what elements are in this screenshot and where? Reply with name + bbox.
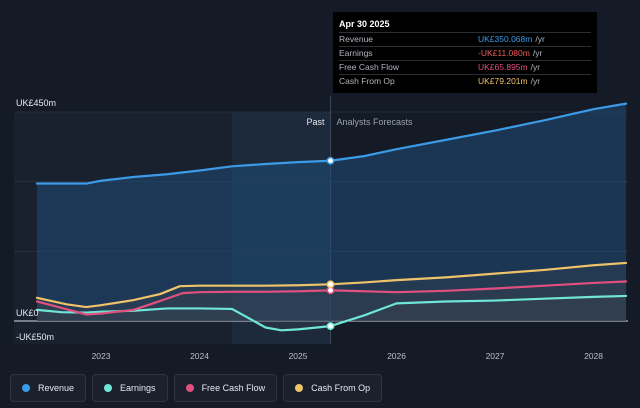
series-line-revenue (35, 102, 628, 185)
series-line-earnings (35, 294, 628, 332)
revenue-area (37, 103, 627, 321)
series-area-free-cash-flow (37, 281, 627, 321)
x-tick-label: 2023 (92, 351, 111, 361)
series-line-cash-from-op (35, 261, 628, 309)
y-axis-label-bottom: -UK£50m (16, 332, 54, 342)
legend-dot-icon (104, 384, 113, 392)
tooltip-row-earnings: Earnings -UK£11.080m /yr (339, 46, 591, 60)
marker-cash-from-op (326, 280, 335, 289)
series-area-earnings (37, 295, 627, 331)
legend-label: Revenue (38, 383, 75, 393)
tooltip-label: Revenue (339, 34, 374, 44)
tooltip-value: -UK£11.080m (478, 48, 530, 58)
tooltip-unit: /yr (535, 34, 545, 44)
legend-item-cash-from-op[interactable]: Cash From Op (283, 374, 383, 402)
x-tick-label: 2024 (190, 351, 209, 361)
x-tick-label: 2025 (289, 351, 308, 361)
tooltip-unit: /yr (532, 48, 543, 58)
tooltip-label: Cash From Op (339, 76, 395, 86)
x-tick-label: 2028 (584, 351, 603, 361)
tooltip-date: Apr 30 2025 (339, 19, 390, 29)
y-axis-label-top: UK£450m (16, 98, 56, 108)
legend-item-free-cash-flow[interactable]: Free Cash Flow (173, 374, 278, 402)
series-line-free-cash-flow (35, 280, 628, 316)
past-label: Past (307, 117, 326, 127)
tooltip-row-free-cash-flow: Free Cash Flow UK£65.895m /yr (339, 60, 591, 74)
tooltip: Apr 30 2025 Revenue UK£350.068m /yr Earn… (333, 12, 597, 93)
tooltip-row-revenue: Revenue UK£350.068m /yr (339, 32, 591, 46)
marker-revenue (326, 156, 335, 165)
x-tick-label: 2026 (387, 351, 406, 361)
tooltip-value: UK£350.068m (478, 34, 533, 44)
forecast-label: Analysts Forecasts (337, 117, 414, 127)
marker-earnings (326, 322, 335, 331)
tooltip-unit: /yr (530, 62, 541, 72)
x-tick-label: 2027 (486, 351, 505, 361)
legend-dot-icon (22, 384, 30, 392)
legend-label: Cash From Op (311, 383, 371, 393)
legend-dot-icon (185, 384, 194, 392)
tooltip-label: Free Cash Flow (339, 62, 399, 72)
tooltip-label: Earnings (339, 48, 373, 58)
tooltip-unit: /yr (530, 76, 541, 86)
tooltip-row-cash-from-op: Cash From Op UK£79.201m /yr (339, 74, 591, 88)
legend-label: Earnings (120, 383, 156, 393)
legend-dot-icon (295, 384, 304, 392)
legend-label: Free Cash Flow (201, 383, 266, 393)
legend-item-earnings[interactable]: Earnings (92, 374, 168, 402)
y-axis-label-zero: UK£0 (16, 308, 39, 318)
tooltip-value: UK£65.895m (478, 62, 528, 72)
legend: Revenue Earnings Free Cash Flow Cash Fro… (10, 374, 383, 402)
tooltip-value: UK£79.201m (478, 76, 528, 86)
legend-item-revenue[interactable]: Revenue (10, 374, 87, 402)
